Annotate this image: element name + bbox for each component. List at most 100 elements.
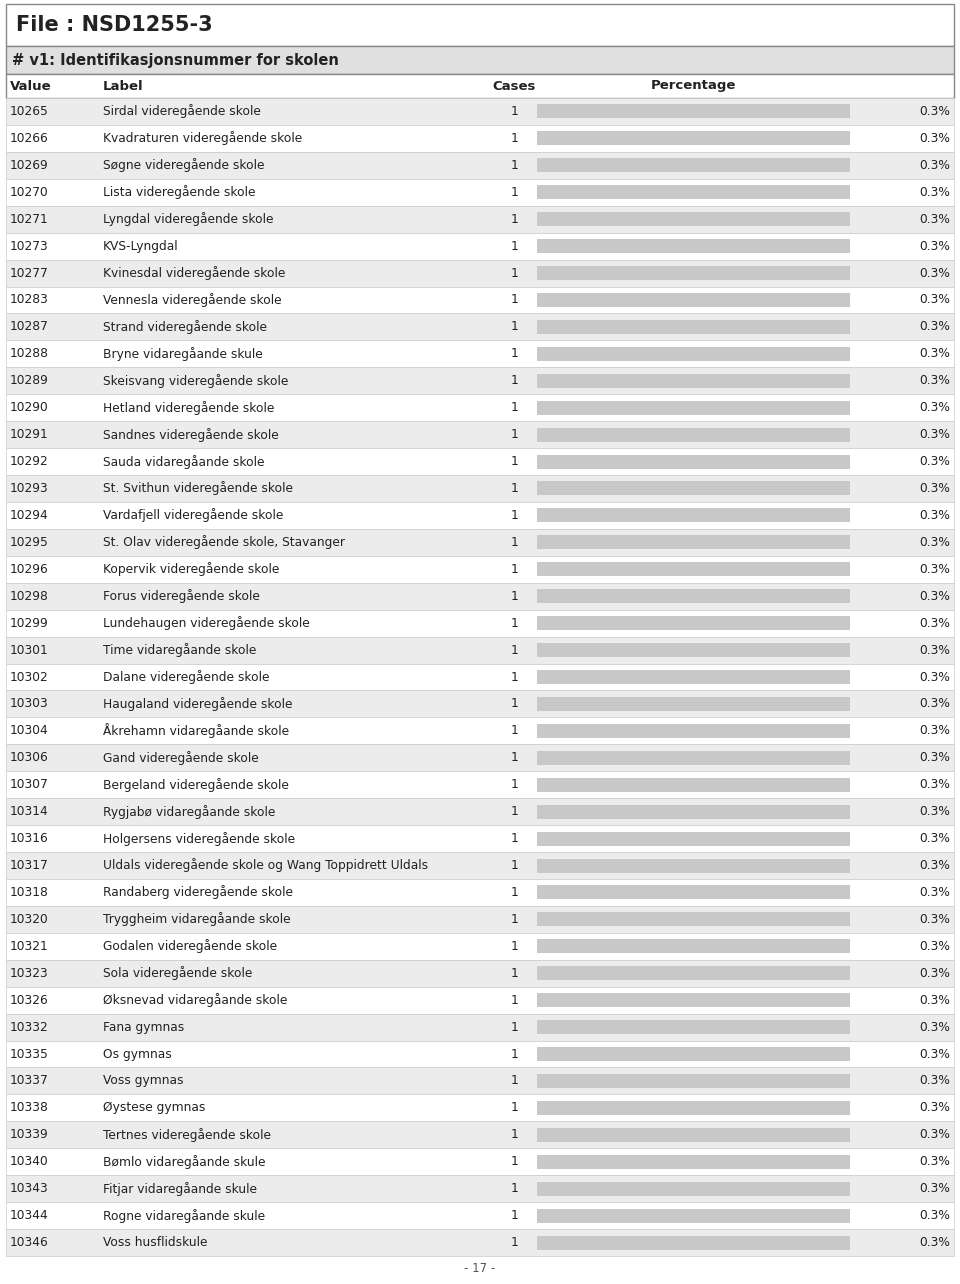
Text: 10332: 10332 <box>10 1021 49 1034</box>
Bar <box>537 1127 850 1141</box>
Text: Sola videregående skole: Sola videregående skole <box>103 967 252 980</box>
Bar <box>537 1154 850 1168</box>
Text: 0.3%: 0.3% <box>919 1075 950 1088</box>
Text: 0.3%: 0.3% <box>919 1102 950 1115</box>
Bar <box>6 772 954 799</box>
Text: 0.3%: 0.3% <box>919 778 950 791</box>
Bar <box>537 724 850 738</box>
Bar <box>537 643 850 657</box>
Text: 1: 1 <box>511 186 518 199</box>
Text: 10316: 10316 <box>10 832 49 845</box>
Text: 1: 1 <box>511 913 518 926</box>
Bar <box>6 475 954 502</box>
Bar <box>537 1073 850 1088</box>
Text: KVS-Lyngdal: KVS-Lyngdal <box>103 240 179 253</box>
Bar <box>537 886 850 900</box>
Text: 10273: 10273 <box>10 240 49 253</box>
Text: Skeisvang videregående skole: Skeisvang videregående skole <box>103 374 288 388</box>
Bar <box>6 583 954 610</box>
Bar <box>6 178 954 205</box>
Text: Strand videregående skole: Strand videregående skole <box>103 320 267 334</box>
Text: 10335: 10335 <box>10 1048 49 1061</box>
Text: 0.3%: 0.3% <box>919 697 950 710</box>
Text: Bømlo vidaregåande skule: Bømlo vidaregåande skule <box>103 1154 265 1168</box>
Bar <box>537 751 850 765</box>
Text: 0.3%: 0.3% <box>919 1183 950 1195</box>
Text: Rygjabø vidaregåande skole: Rygjabø vidaregåande skole <box>103 805 276 819</box>
Text: 10266: 10266 <box>10 132 49 145</box>
Text: Vennesla videregående skole: Vennesla videregående skole <box>103 293 281 307</box>
Text: 10317: 10317 <box>10 859 49 872</box>
Text: 1: 1 <box>511 294 518 307</box>
Text: 1: 1 <box>511 805 518 818</box>
Text: Fana gymnas: Fana gymnas <box>103 1021 184 1034</box>
Bar <box>6 529 954 556</box>
Text: 1: 1 <box>511 859 518 872</box>
Bar <box>6 286 954 313</box>
Bar <box>6 1040 954 1067</box>
Bar <box>537 778 850 792</box>
Bar <box>6 1067 954 1094</box>
Bar <box>6 826 954 853</box>
Bar <box>537 347 850 361</box>
Text: 10302: 10302 <box>10 670 49 683</box>
Text: 1: 1 <box>511 1048 518 1061</box>
Text: 10265: 10265 <box>10 105 49 118</box>
Text: 0.3%: 0.3% <box>919 186 950 199</box>
Text: 10340: 10340 <box>10 1156 49 1168</box>
Text: 1: 1 <box>511 1236 518 1249</box>
Bar <box>6 959 954 986</box>
Text: 0.3%: 0.3% <box>919 751 950 764</box>
Text: 1: 1 <box>511 589 518 602</box>
Text: 10338: 10338 <box>10 1102 49 1115</box>
Bar <box>6 1148 954 1175</box>
Text: Lyngdal videregående skole: Lyngdal videregående skole <box>103 212 274 226</box>
Text: Label: Label <box>103 80 143 92</box>
Text: 1: 1 <box>511 374 518 388</box>
Text: Value: Value <box>10 80 52 92</box>
Text: 10294: 10294 <box>10 508 49 521</box>
Bar <box>537 293 850 307</box>
Text: 10292: 10292 <box>10 455 49 469</box>
Text: 0.3%: 0.3% <box>919 643 950 656</box>
Text: 0.3%: 0.3% <box>919 832 950 845</box>
Text: 1: 1 <box>511 508 518 521</box>
Text: 0.3%: 0.3% <box>919 1048 950 1061</box>
Text: Kopervik videregående skole: Kopervik videregående skole <box>103 562 279 577</box>
Text: 10320: 10320 <box>10 913 49 926</box>
Text: Bergeland videregående skole: Bergeland videregående skole <box>103 778 289 792</box>
Text: 1: 1 <box>511 832 518 845</box>
Text: Hetland videregående skole: Hetland videregående skole <box>103 401 275 415</box>
Text: Holgersens videregående skole: Holgersens videregående skole <box>103 832 295 846</box>
Bar <box>6 880 954 907</box>
Text: Cases: Cases <box>492 80 536 92</box>
Bar <box>6 98 954 125</box>
Text: 1: 1 <box>511 778 518 791</box>
Bar <box>537 1046 850 1061</box>
Bar <box>6 1229 954 1256</box>
Bar <box>537 589 850 603</box>
Text: St. Svithun videregående skole: St. Svithun videregående skole <box>103 482 293 496</box>
Text: 0.3%: 0.3% <box>919 294 950 307</box>
Text: 0.3%: 0.3% <box>919 482 950 496</box>
Bar <box>6 4 954 46</box>
Text: Vardafjell videregående skole: Vardafjell videregående skole <box>103 508 283 523</box>
Bar <box>6 367 954 394</box>
Text: 1: 1 <box>511 105 518 118</box>
Text: Gand videregående skole: Gand videregående skole <box>103 751 258 765</box>
Text: - 17 -: - 17 - <box>465 1261 495 1275</box>
Text: 10298: 10298 <box>10 589 49 602</box>
Text: Percentage: Percentage <box>651 80 736 92</box>
Text: 0.3%: 0.3% <box>919 508 950 521</box>
Text: Uldals videregående skole og Wang Toppidrett Uldals: Uldals videregående skole og Wang Toppid… <box>103 859 428 873</box>
Text: 10318: 10318 <box>10 886 49 899</box>
Text: 0.3%: 0.3% <box>919 455 950 469</box>
Text: 10295: 10295 <box>10 535 49 548</box>
Text: 1: 1 <box>511 751 518 764</box>
Text: 1: 1 <box>511 1021 518 1034</box>
Bar <box>537 1235 850 1249</box>
Text: Haugaland videregående skole: Haugaland videregående skole <box>103 697 292 711</box>
Text: 10314: 10314 <box>10 805 49 818</box>
Text: 10307: 10307 <box>10 778 49 791</box>
Text: 10291: 10291 <box>10 428 49 442</box>
